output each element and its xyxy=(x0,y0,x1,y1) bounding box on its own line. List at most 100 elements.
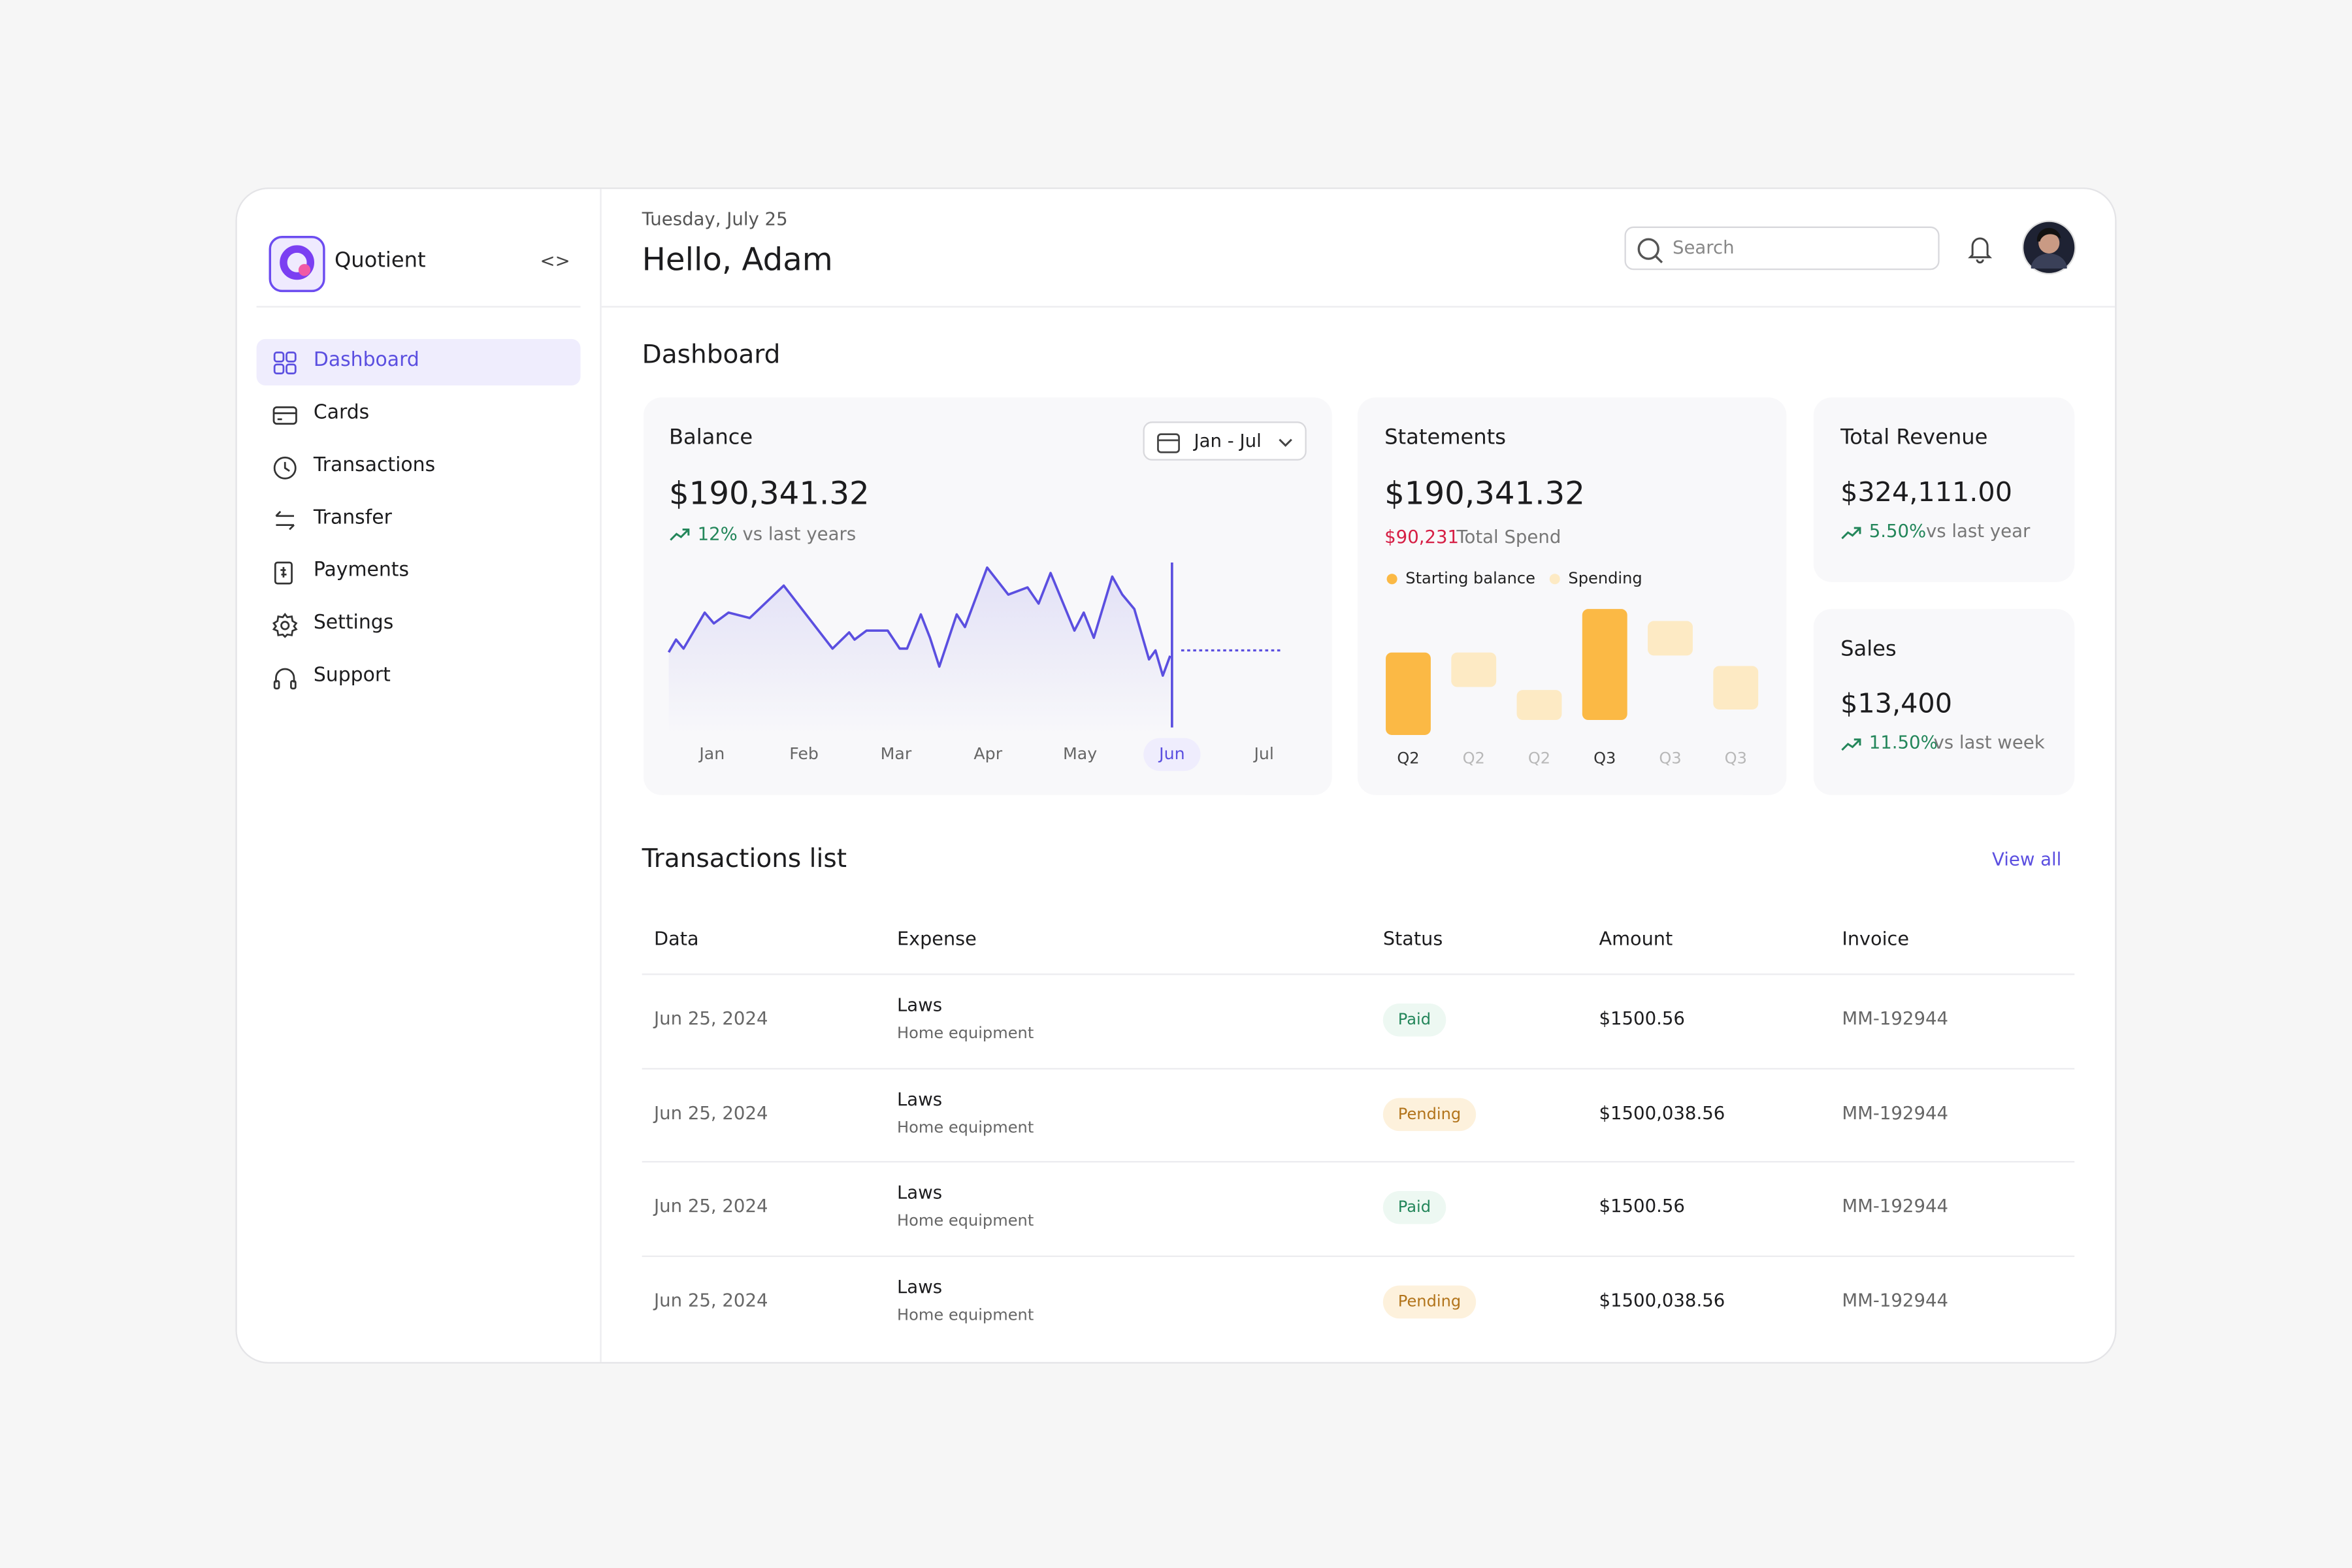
trend-icon xyxy=(1841,527,1861,540)
legend-swatch xyxy=(1386,574,1397,585)
x-tick-label: Q3 xyxy=(1593,749,1616,768)
change-note: vs last years xyxy=(742,523,857,545)
statements-card: Starting balance Spending Q2 Q2 Q2 Q3 Q3 Q3 Sta… xyxy=(1357,397,1787,795)
nav-item[interactable]: Support xyxy=(257,654,581,700)
bar xyxy=(1451,652,1497,687)
expense: Laws xyxy=(896,1183,943,1204)
legend-label: Starting balance xyxy=(1405,569,1535,587)
brand-name: Quotient xyxy=(334,249,426,273)
legend-label: Spending xyxy=(1568,569,1642,587)
row-divider xyxy=(642,1255,2075,1258)
legend-swatch xyxy=(1549,574,1560,585)
x-tick-label: Mar xyxy=(881,744,912,763)
amount: $1500,038.56 xyxy=(1599,1290,1725,1311)
expense-category: Home equipment xyxy=(896,1119,1034,1137)
revenue-card: Total Revenue $324,111.00 5.50% vs last … xyxy=(1813,397,2075,582)
status-badge: Pending xyxy=(1382,1097,1477,1131)
change: 12% xyxy=(697,523,738,545)
status-badge: Pending xyxy=(1382,1285,1477,1319)
expense-category: Home equipment xyxy=(896,1306,1034,1325)
search-icon xyxy=(1637,238,1663,264)
view-all-link[interactable]: View all xyxy=(1991,849,2062,870)
column-header: Status xyxy=(1382,926,1443,950)
status-badge: Paid xyxy=(1382,1191,1446,1225)
date: Jun 25, 2024 xyxy=(654,1196,768,1217)
change-note: vs last week xyxy=(1933,732,2045,753)
balance-amount: $190,341.32 xyxy=(668,475,870,512)
header-divider xyxy=(601,306,2115,308)
x-tick-label: Q2 xyxy=(1397,749,1419,768)
sidebar-divider xyxy=(600,189,602,1362)
line-area xyxy=(668,567,1171,736)
nav-label: Cards xyxy=(313,402,370,425)
date: Tuesday, July 25 xyxy=(642,208,788,230)
x-tick-label: Q3 xyxy=(1725,749,1747,768)
x-tick-label: May xyxy=(1063,744,1097,763)
nav-item[interactable]: Dashboard xyxy=(256,338,581,386)
trend-icon xyxy=(670,528,690,541)
invoice: MM-192944 xyxy=(1842,1007,1949,1030)
x-tick-label: Feb xyxy=(789,744,819,763)
x-tick-label: Q2 xyxy=(1463,749,1485,768)
invoice: MM-192944 xyxy=(1842,1290,1949,1311)
card-title: Balance xyxy=(668,426,753,450)
expense-category: Home equipment xyxy=(896,1213,1034,1231)
row-divider xyxy=(642,973,2075,975)
nav-item[interactable]: Settings xyxy=(257,602,581,648)
range-picker[interactable]: Jan - Jul xyxy=(1143,421,1307,461)
x-tick-label: Jan xyxy=(698,744,725,763)
invoice: MM-192944 xyxy=(1842,1196,1949,1217)
page-title: Dashboard xyxy=(642,340,781,371)
expense-category: Home equipment xyxy=(896,1024,1034,1043)
line xyxy=(667,566,1171,677)
column-header: Amount xyxy=(1599,926,1673,950)
sales-card: Sales $13,400 11.50% vs last week xyxy=(1813,609,2075,795)
expense: Laws xyxy=(896,1088,943,1110)
statements-chart: Starting balance Spending Q2 Q2 Q2 Q3 Q3 Q3 xyxy=(1386,569,1759,768)
card-title: Sales xyxy=(1840,637,1897,662)
row-divider xyxy=(642,1067,2075,1070)
section-title: Transactions list xyxy=(642,844,847,875)
amount: $1500.56 xyxy=(1599,1007,1685,1030)
nav-item[interactable]: Transfer xyxy=(257,497,581,543)
search-box[interactable]: Search xyxy=(1624,226,1940,270)
nav-label: Dashboard xyxy=(313,349,419,372)
bar xyxy=(1386,652,1431,736)
brand-logo xyxy=(269,236,325,293)
avatar[interactable] xyxy=(2021,220,2076,275)
collapse-button[interactable]: <> xyxy=(540,250,570,272)
expense: Laws xyxy=(896,1277,943,1298)
change-note: vs last year xyxy=(1925,520,2031,542)
row-divider xyxy=(642,1161,2075,1164)
change: 5.50% xyxy=(1869,520,1927,542)
nav-icon xyxy=(275,510,295,531)
nav-item[interactable]: Payments xyxy=(257,549,581,595)
amount: $1500.56 xyxy=(1599,1196,1685,1217)
x-tick-label: Q2 xyxy=(1528,749,1550,768)
nav-item[interactable]: Transactions xyxy=(257,444,581,491)
bar xyxy=(1648,621,1693,656)
nav-label: Transactions xyxy=(313,454,436,478)
date: Jun 25, 2024 xyxy=(654,1290,768,1311)
bar xyxy=(1516,690,1562,721)
column-header: Invoice xyxy=(1842,926,1910,950)
trend-icon xyxy=(1841,738,1861,751)
calendar-icon xyxy=(1157,433,1180,453)
amount: $1500,038.56 xyxy=(1599,1102,1725,1123)
search-placeholder: Search xyxy=(1672,237,1735,258)
nav-icon xyxy=(273,351,297,375)
notification-button[interactable] xyxy=(1967,234,1993,264)
nav-icon xyxy=(273,668,297,690)
balance-card: Jan Feb Mar Apr May Jun Jul Balance Jan - Jul … xyxy=(643,397,1332,795)
x-tick-label: Jun xyxy=(1158,744,1184,763)
date: Jun 25, 2024 xyxy=(654,1007,768,1030)
column-header: Data xyxy=(654,926,699,950)
bar xyxy=(1582,609,1627,721)
nav-item[interactable]: Cards xyxy=(257,391,581,438)
nav-icon xyxy=(272,612,298,638)
status-badge: Paid xyxy=(1382,1003,1446,1037)
nav-icon xyxy=(274,561,293,585)
x-tick-label: Apr xyxy=(973,744,1002,763)
